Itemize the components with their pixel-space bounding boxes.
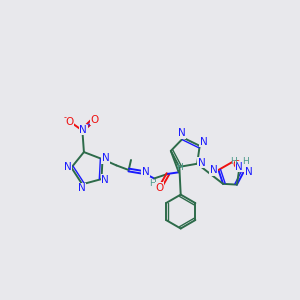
Text: N: N	[101, 175, 109, 185]
Text: H: H	[176, 163, 183, 172]
Text: N: N	[200, 137, 207, 147]
Text: +: +	[85, 122, 91, 128]
Text: N: N	[244, 167, 252, 176]
Text: O: O	[233, 160, 241, 170]
Text: H: H	[149, 178, 156, 188]
Text: N: N	[79, 125, 87, 135]
Text: O: O	[65, 117, 74, 127]
Text: O: O	[91, 115, 99, 125]
Text: H: H	[242, 157, 249, 166]
Text: H: H	[230, 157, 236, 166]
Text: N: N	[142, 167, 149, 176]
Text: N: N	[102, 153, 110, 164]
Text: N: N	[64, 162, 71, 172]
Text: N: N	[78, 183, 85, 193]
Text: N: N	[178, 128, 186, 138]
Text: N: N	[235, 162, 243, 172]
Text: O: O	[155, 183, 164, 193]
Text: N: N	[210, 165, 218, 175]
Text: N: N	[198, 158, 206, 168]
Text: -: -	[63, 113, 66, 122]
